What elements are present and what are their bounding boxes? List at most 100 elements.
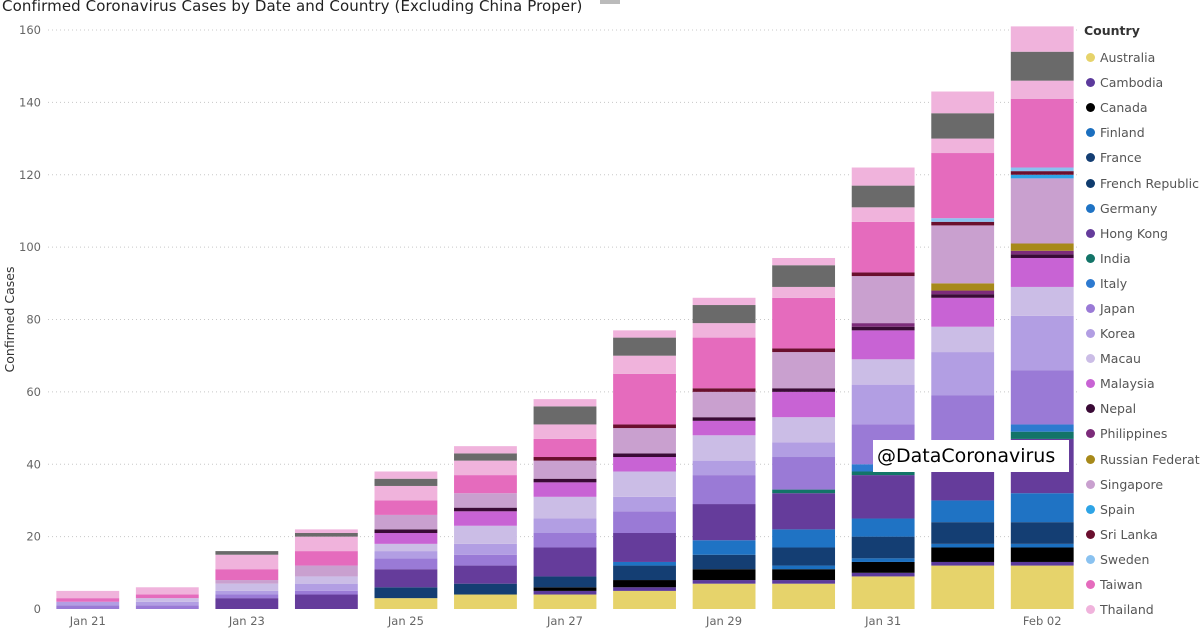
bar-segment[interactable] <box>772 529 836 548</box>
legend-item[interactable]: France <box>1084 145 1200 170</box>
bar-segment[interactable] <box>1010 80 1074 99</box>
bar-segment[interactable] <box>931 294 995 298</box>
bar-segment[interactable] <box>772 547 836 566</box>
bar-segment[interactable] <box>851 207 915 222</box>
bar-segment[interactable] <box>374 500 438 515</box>
bar-segment[interactable] <box>931 113 995 139</box>
bar-segment[interactable] <box>613 330 676 338</box>
bar-segment[interactable] <box>135 598 199 602</box>
bar-segment[interactable] <box>374 529 438 534</box>
legend-item[interactable]: Thailand <box>1084 597 1200 622</box>
bar-segment[interactable] <box>613 580 676 588</box>
bar-segment[interactable] <box>1010 243 1074 251</box>
legend-item[interactable]: Singapore <box>1084 472 1200 497</box>
bar-segment[interactable] <box>851 276 915 324</box>
bar-segment[interactable] <box>931 395 995 443</box>
bar-segment[interactable] <box>692 391 756 418</box>
bar-segment[interactable] <box>294 533 358 537</box>
bar-segment[interactable] <box>851 471 915 476</box>
bar-segment[interactable] <box>851 326 915 331</box>
bar-segment[interactable] <box>533 482 597 497</box>
legend-item[interactable]: Malaysia <box>1084 371 1200 396</box>
bar-segment[interactable] <box>692 460 756 476</box>
bar-segment[interactable] <box>56 590 120 599</box>
bar-segment[interactable] <box>454 446 517 454</box>
bar-segment[interactable] <box>215 583 279 591</box>
bar-segment[interactable] <box>772 489 836 494</box>
bar-segment[interactable] <box>215 590 279 595</box>
bar-segment[interactable] <box>851 272 915 277</box>
bar-segment[interactable] <box>56 601 120 606</box>
bar-segment[interactable] <box>931 565 995 609</box>
bar-segment[interactable] <box>1010 254 1074 258</box>
bar-segment[interactable] <box>851 384 915 425</box>
bar-segment[interactable] <box>374 558 438 570</box>
legend-item[interactable]: Philippines <box>1084 421 1200 446</box>
bar-segment[interactable] <box>931 297 995 327</box>
bar-segment[interactable] <box>533 424 597 439</box>
bar-segment[interactable] <box>1010 174 1074 179</box>
bar-segment[interactable] <box>772 457 836 490</box>
bar-segment[interactable] <box>215 598 279 609</box>
legend-item[interactable]: Finland <box>1084 120 1200 145</box>
bar-segment[interactable] <box>851 167 915 186</box>
bar-segment[interactable] <box>692 323 756 338</box>
bar-segment[interactable] <box>692 435 756 461</box>
bar-segment[interactable] <box>772 580 836 584</box>
bar-segment[interactable] <box>772 352 836 389</box>
bar-segment[interactable] <box>851 330 915 360</box>
bar-segment[interactable] <box>851 518 915 537</box>
bar-segment[interactable] <box>772 565 836 570</box>
bar-segment[interactable] <box>533 457 597 461</box>
bar-segment[interactable] <box>215 551 279 555</box>
bar-segment[interactable] <box>692 297 756 306</box>
bar-segment[interactable] <box>772 391 836 418</box>
bar-segment[interactable] <box>374 543 438 552</box>
bar-segment[interactable] <box>533 576 597 588</box>
bar-segment[interactable] <box>294 594 358 609</box>
bar-segment[interactable] <box>56 605 120 609</box>
bar-segment[interactable] <box>454 565 517 584</box>
bar-segment[interactable] <box>931 561 995 566</box>
bar-segment[interactable] <box>533 496 597 519</box>
legend-item[interactable]: Italy <box>1084 271 1200 296</box>
bar-segment[interactable] <box>931 547 995 562</box>
legend-item[interactable]: Hong Kong <box>1084 221 1200 246</box>
bar-segment[interactable] <box>294 536 358 552</box>
bar-segment[interactable] <box>613 337 676 356</box>
legend-item[interactable]: Spain <box>1084 497 1200 522</box>
legend-item[interactable]: French Republic <box>1084 170 1200 195</box>
bar-segment[interactable] <box>931 543 995 548</box>
bar-segment[interactable] <box>613 590 676 609</box>
bar-segment[interactable] <box>215 569 279 581</box>
bar-segment[interactable] <box>1010 561 1074 566</box>
bar-segment[interactable] <box>772 583 836 609</box>
bar-segment[interactable] <box>533 478 597 483</box>
bar-segment[interactable] <box>454 511 517 526</box>
bar-segment[interactable] <box>613 453 676 458</box>
legend-item[interactable]: Sweden <box>1084 547 1200 572</box>
legend-item[interactable]: Canada <box>1084 95 1200 120</box>
bar-segment[interactable] <box>135 587 199 595</box>
bar-segment[interactable] <box>613 428 676 454</box>
bar-segment[interactable] <box>454 453 517 461</box>
bar-segment[interactable] <box>1010 431 1074 439</box>
bar-segment[interactable] <box>851 536 915 559</box>
bar-segment[interactable] <box>931 138 995 154</box>
bar-segment[interactable] <box>533 460 597 479</box>
legend-item[interactable]: India <box>1084 246 1200 271</box>
bar-segment[interactable] <box>772 569 836 581</box>
bar-segment[interactable] <box>454 583 517 595</box>
bar-segment[interactable] <box>215 580 279 584</box>
bar-segment[interactable] <box>613 471 676 497</box>
bar-segment[interactable] <box>374 598 438 609</box>
bar-segment[interactable] <box>533 438 597 458</box>
legend-item[interactable]: Russian Federation <box>1084 447 1200 472</box>
bar-segment[interactable] <box>772 388 836 392</box>
bar-segment[interactable] <box>454 554 517 566</box>
bar-segment[interactable] <box>613 561 676 566</box>
legend-item[interactable]: Taiwan <box>1084 572 1200 597</box>
bar-segment[interactable] <box>1010 178 1074 244</box>
bar-segment[interactable] <box>851 572 915 577</box>
bar-segment[interactable] <box>454 543 517 555</box>
